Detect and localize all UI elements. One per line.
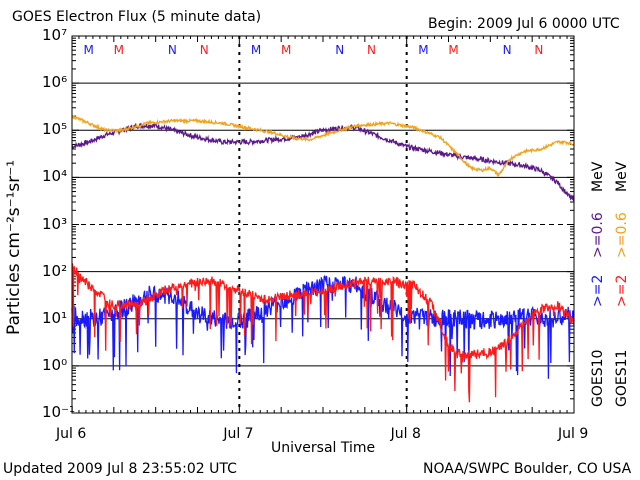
x-tick-label: Jul 6: [56, 426, 87, 442]
plot-frame: [71, 35, 575, 414]
legend-goes11: GOES11: [614, 349, 630, 407]
y-tick-label: 10⁶: [42, 73, 68, 92]
mn-marker: N: [534, 43, 543, 57]
y-tick-label: 10²: [42, 261, 68, 280]
grid-lines: [72, 36, 574, 413]
x-tick-label: Jul 8: [390, 426, 421, 442]
mn-marker: N: [200, 43, 209, 57]
legend-red-label: >=2: [614, 274, 630, 307]
x-axis-label: Universal Time: [271, 440, 376, 456]
mn-marker: M: [84, 43, 94, 57]
mn-marker: N: [503, 43, 512, 57]
y-tick-label: 10⁴: [42, 167, 68, 186]
mn-marker: M: [448, 43, 458, 57]
mn-marker: N: [335, 43, 344, 57]
series-line: [71, 114, 575, 178]
legend-unit-goes10: MeV: [590, 161, 606, 192]
mn-marker: N: [367, 43, 376, 57]
legend-blue-label: >=2: [590, 274, 606, 307]
y-tick-label: 10⁵: [42, 120, 68, 139]
y-tick-label: 10⁰: [42, 355, 68, 374]
series-line: [71, 263, 575, 403]
legend-unit-goes11: MeV: [614, 161, 630, 192]
y-tick-label: 10¹: [42, 308, 68, 327]
legend-orange-label: >=0.6: [614, 212, 630, 258]
x-tick-label: Jul 7: [223, 426, 254, 442]
chart-title: GOES Electron Flux (5 minute data): [12, 9, 262, 25]
mn-marker: M: [251, 43, 261, 57]
y-axis-label: Particles cm⁻²s⁻¹sr⁻¹: [4, 159, 24, 335]
data-series: [71, 114, 575, 403]
updated-timestamp: Updated 2009 Jul 8 23:55:02 UTC: [3, 461, 237, 477]
mn-marker: M: [114, 43, 124, 57]
begin-time: Begin: 2009 Jul 6 0000 UTC: [428, 16, 620, 32]
y-tick-label: 10⁻¹: [42, 403, 76, 421]
legend-goes10: GOES10: [590, 349, 606, 407]
series-line: [71, 121, 575, 202]
y-tick-label: 10⁷: [42, 26, 68, 44]
mn-marker: N: [168, 43, 177, 57]
mn-marker: M: [418, 43, 428, 57]
mn-marker: M: [281, 43, 291, 57]
y-tick-label: 10³: [42, 214, 68, 233]
source-credit: NOAA/SWPC Boulder, CO USA: [423, 461, 632, 477]
legend-purple-label: >=0.6: [590, 212, 606, 258]
x-tick-label: Jul 9: [558, 426, 589, 442]
